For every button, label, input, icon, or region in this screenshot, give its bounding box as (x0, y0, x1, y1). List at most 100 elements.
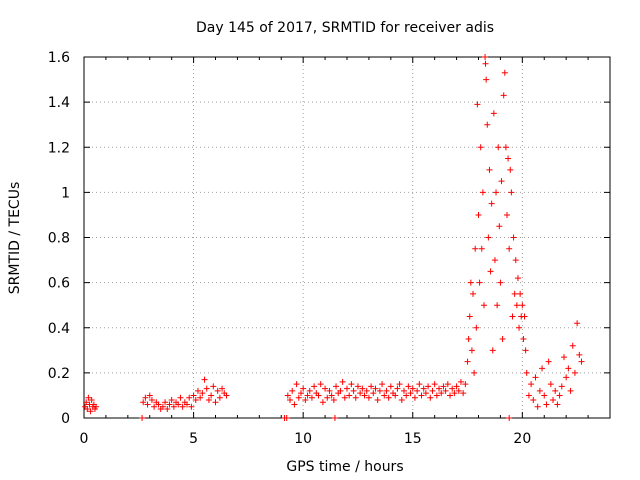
data-point (473, 324, 480, 331)
data-point (472, 245, 479, 252)
data-point (517, 290, 524, 297)
data-point (451, 390, 458, 397)
data-point (514, 275, 521, 282)
data-point (83, 399, 90, 406)
data-point (357, 390, 364, 397)
data-point (352, 394, 359, 401)
data-point (489, 347, 496, 354)
data-point (482, 54, 489, 60)
x-tick-label: 15 (404, 431, 422, 447)
data-point (545, 358, 552, 365)
data-point (361, 392, 368, 399)
data-point (578, 358, 585, 365)
data-point (447, 392, 454, 399)
data-point (478, 245, 485, 252)
data-point (84, 405, 91, 412)
data-point (468, 347, 475, 354)
data-point (394, 385, 401, 392)
data-point (381, 392, 388, 399)
data-point (197, 394, 204, 401)
data-point (214, 387, 221, 394)
data-point (484, 121, 491, 128)
y-tick-label: 1.2 (48, 140, 70, 156)
data-point (287, 396, 294, 403)
data-point (532, 374, 539, 381)
data-point (462, 381, 469, 388)
data-point (302, 396, 309, 403)
data-point (311, 383, 318, 390)
data-point (508, 189, 515, 196)
data-point (488, 200, 495, 207)
data-point (534, 403, 541, 410)
data-point (565, 365, 572, 372)
data-point (520, 336, 527, 343)
data-point (505, 155, 512, 162)
data-point (496, 223, 503, 230)
data-point (503, 211, 510, 218)
data-point (506, 415, 513, 421)
data-point (510, 234, 517, 241)
y-tick-label: 0.8 (48, 231, 70, 247)
x-tick-label: 10 (294, 431, 312, 447)
data-point (144, 401, 151, 408)
plot-frame (83, 56, 611, 419)
data-point (85, 394, 92, 401)
data-point (140, 399, 147, 406)
data-point (556, 392, 563, 399)
data-point (308, 394, 315, 401)
data-point (512, 257, 519, 264)
data-point (194, 387, 201, 394)
data-point (494, 302, 501, 309)
data-point (330, 396, 337, 403)
data-point (208, 392, 215, 399)
data-point (425, 383, 432, 390)
data-point (155, 401, 162, 408)
data-point (337, 387, 344, 394)
data-point (414, 387, 421, 394)
data-point (519, 302, 526, 309)
data-point (509, 313, 516, 320)
x-tick-label: 0 (80, 431, 89, 447)
data-point (407, 390, 414, 397)
data-point (498, 178, 505, 185)
data-point (348, 381, 355, 388)
data-point (306, 387, 313, 394)
data-point (376, 387, 383, 394)
data-point (436, 385, 443, 392)
data-point (297, 390, 304, 397)
data-point (398, 396, 405, 403)
data-point (523, 369, 530, 376)
data-point (486, 166, 493, 173)
data-point (543, 401, 550, 408)
data-point (317, 381, 324, 388)
data-point (368, 383, 375, 390)
data-point (416, 381, 423, 388)
data-point (223, 392, 230, 399)
data-point (315, 392, 322, 399)
data-point (212, 399, 219, 406)
data-point (479, 189, 486, 196)
data-point (166, 401, 173, 408)
data-point (374, 396, 381, 403)
data-point (482, 60, 489, 67)
y-tick-label: 1.4 (48, 95, 70, 111)
data-point (344, 385, 350, 392)
data-point (190, 392, 197, 399)
data-point (186, 394, 193, 401)
data-point (499, 336, 506, 343)
data-point (560, 354, 567, 361)
data-point (418, 392, 425, 399)
data-point (405, 383, 412, 390)
data-point (216, 394, 223, 401)
data-point (284, 392, 291, 399)
data-point (396, 381, 403, 388)
data-points (82, 54, 585, 421)
data-point (528, 381, 535, 388)
grid-lines (84, 57, 610, 418)
y-tick-label: 0 (61, 411, 70, 427)
data-point (497, 279, 504, 286)
data-point (400, 387, 407, 394)
data-point (159, 403, 166, 410)
data-point (521, 313, 528, 320)
data-point (453, 383, 460, 390)
